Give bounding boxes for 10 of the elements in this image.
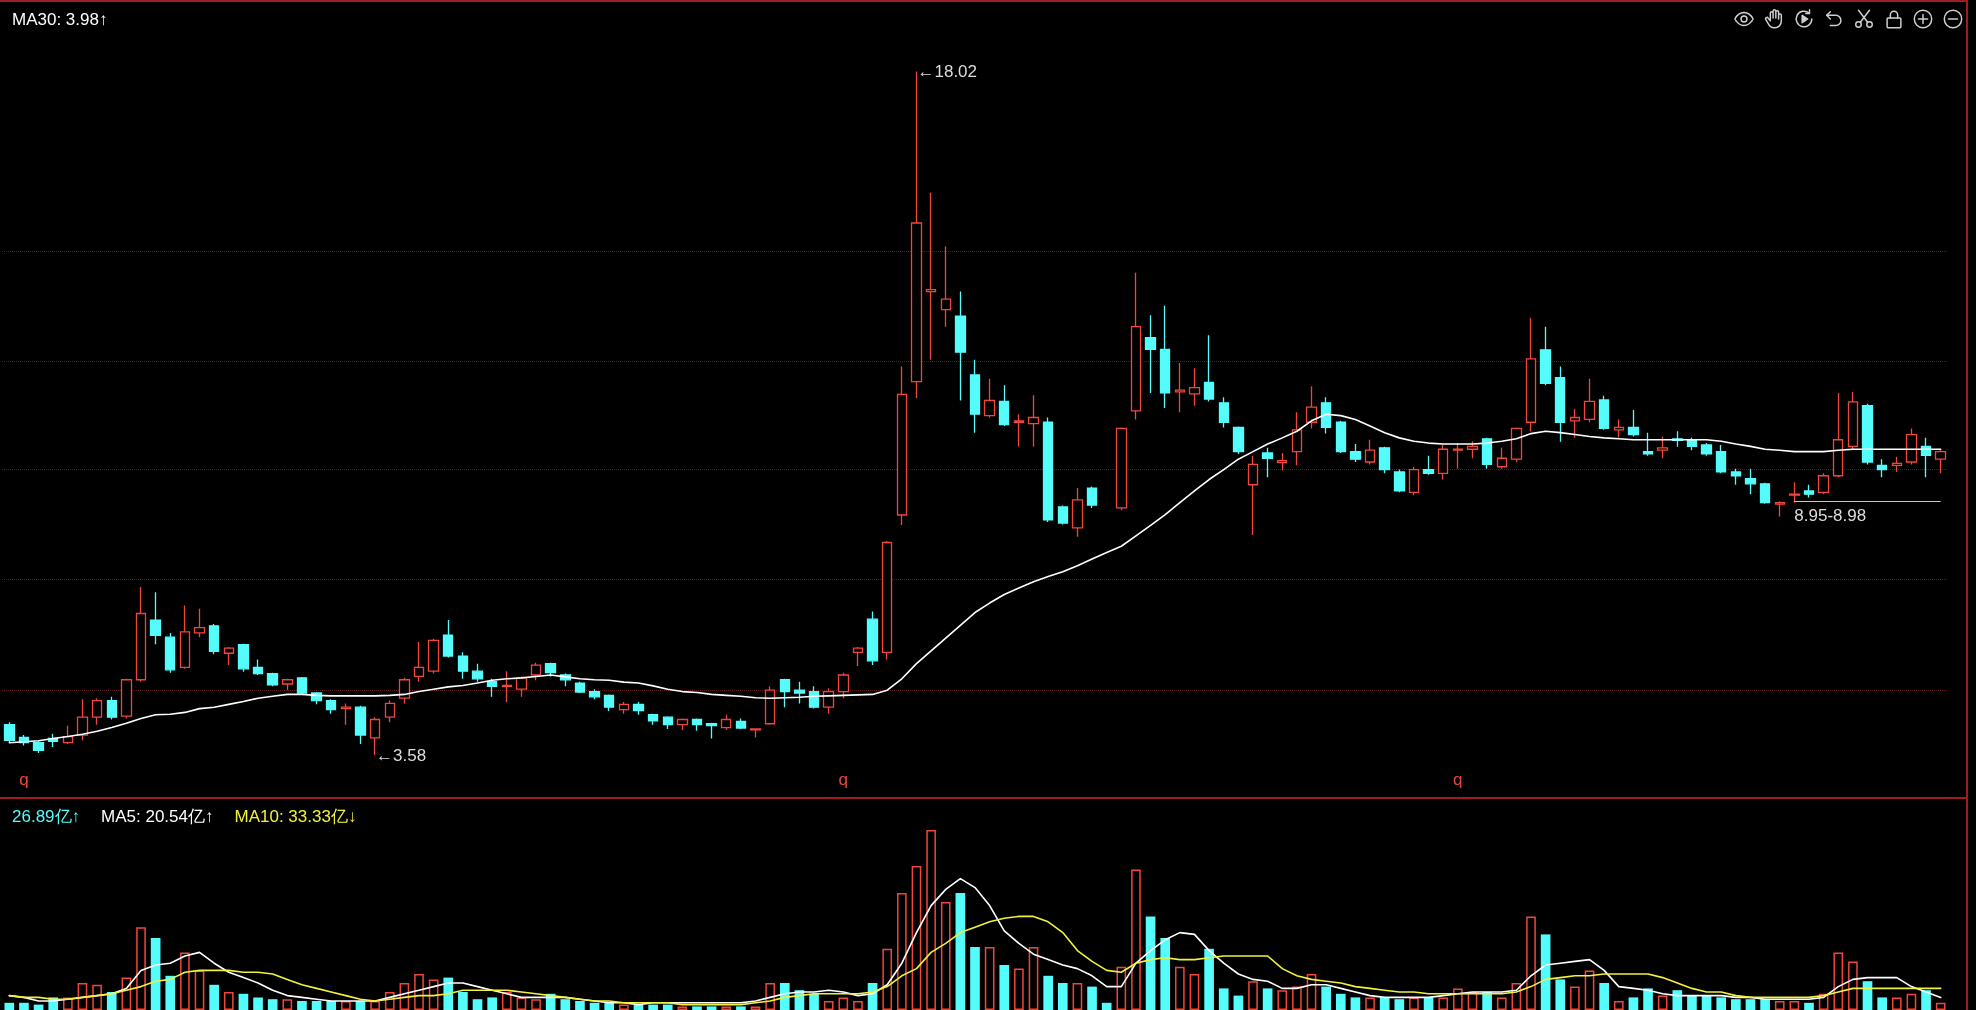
text: MA5: 20.54亿↑ <box>101 807 214 826</box>
text: 26.89亿↑ <box>12 807 81 826</box>
x-tick-label: q <box>1453 770 1463 789</box>
x-tick-label: q <box>19 770 29 789</box>
x-tick-label: q <box>838 770 849 789</box>
text: MA10: 33.33亿↓ <box>234 807 357 826</box>
text: MA30: 3.98↑ <box>12 10 108 29</box>
ref-line-label: 8.95-8.98 <box>1794 505 1867 525</box>
annotation: ←3.58 <box>376 745 427 765</box>
annotation: ←18.02 <box>917 62 978 82</box>
